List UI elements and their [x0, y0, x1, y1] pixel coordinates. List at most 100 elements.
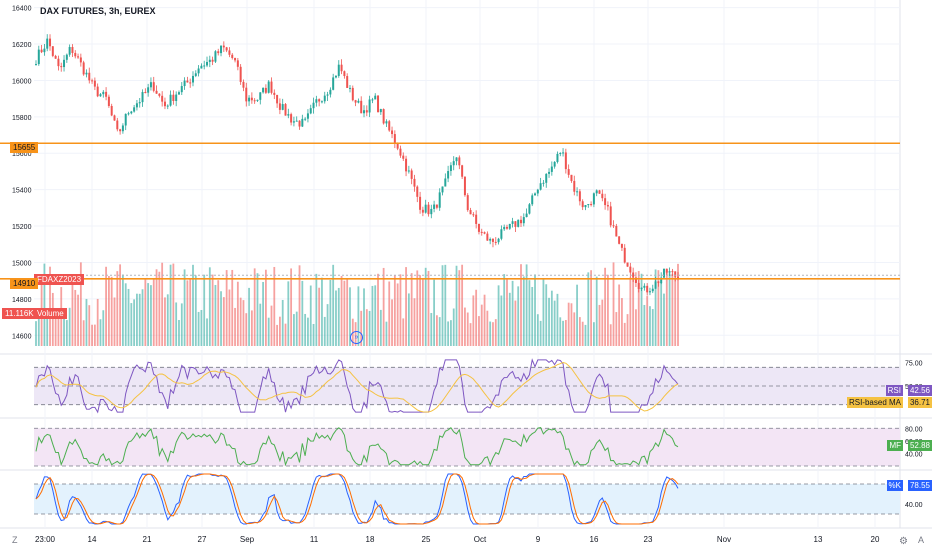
stoch-axis-label: 40.00	[905, 502, 923, 509]
candle-body	[141, 92, 144, 103]
candle-body	[295, 120, 298, 122]
volume-bar	[646, 296, 649, 346]
volume-bar	[497, 285, 500, 346]
candle-body	[320, 101, 323, 103]
volume-bar	[264, 269, 267, 346]
volume-bar	[211, 274, 214, 346]
volume-bar	[138, 293, 141, 346]
volume-bar	[660, 282, 663, 346]
candle-body	[256, 99, 259, 101]
candle-body	[245, 87, 248, 102]
volume-bar	[365, 309, 368, 346]
candle-body	[127, 113, 130, 115]
volume-bar	[458, 270, 461, 346]
volume-bar	[657, 270, 660, 346]
candle-body	[281, 104, 284, 110]
volume-bar	[309, 285, 312, 346]
candle-body	[455, 157, 458, 162]
volume-bar	[214, 284, 217, 346]
volume-bar	[71, 284, 74, 346]
volume-bar	[534, 274, 536, 346]
candle-body	[318, 99, 321, 102]
candle-body	[407, 170, 410, 172]
candle-body	[211, 59, 214, 62]
volume-bar	[539, 320, 542, 346]
volume-bar	[77, 294, 79, 346]
candle-body	[595, 190, 598, 194]
candle-body	[63, 59, 66, 68]
volume-bar	[43, 263, 46, 346]
candle-body	[200, 65, 203, 69]
candle-body	[497, 238, 500, 243]
volume-bar	[102, 310, 105, 346]
candle-body	[391, 130, 394, 135]
candle-body	[421, 209, 424, 213]
candle-body	[382, 109, 385, 124]
volume-bar	[152, 279, 155, 346]
candle-body	[590, 204, 593, 206]
replay-icon[interactable]: »	[350, 331, 363, 344]
volume-bar	[164, 297, 166, 346]
candle-body	[270, 81, 273, 93]
candle-body	[340, 64, 343, 72]
candle-body	[405, 158, 408, 172]
settings-gear-icon[interactable]: ⚙	[899, 536, 908, 547]
volume-bar	[396, 283, 399, 346]
candle-body	[587, 204, 590, 206]
candle-body	[239, 66, 242, 82]
volume-bar	[615, 312, 618, 346]
volume-bar	[508, 292, 511, 346]
candle-body	[144, 92, 147, 94]
candle-body	[88, 72, 91, 81]
volume-bar	[147, 283, 150, 346]
volume-bar	[500, 295, 503, 346]
volume-bar	[192, 264, 194, 346]
candle-body	[609, 206, 612, 226]
candle-body	[264, 87, 267, 93]
candle-body	[567, 169, 570, 175]
candle-body	[214, 51, 217, 62]
volume-bar	[590, 270, 592, 346]
volume-bar	[37, 310, 40, 346]
volume-bar	[49, 266, 51, 346]
candle-body	[315, 99, 318, 103]
candle-body	[491, 238, 494, 242]
volume-bar	[200, 309, 203, 346]
volume-bar	[472, 295, 475, 346]
volume-bar	[592, 322, 595, 346]
volume-bar	[435, 315, 438, 346]
x-tick-label: 21	[143, 535, 152, 544]
volume-bar	[542, 279, 545, 346]
candle-body	[206, 61, 209, 66]
candle-body	[550, 166, 553, 172]
volume-bar	[374, 285, 377, 346]
volume-bar	[346, 278, 349, 346]
mf-label: MF	[887, 440, 903, 451]
volume-bar	[113, 297, 116, 346]
x-tick-label: Nov	[717, 535, 731, 544]
volume-bar	[562, 320, 564, 346]
candle-body	[520, 219, 523, 224]
volume-bar	[133, 299, 136, 346]
volume-bar	[581, 321, 584, 346]
candle-body	[284, 104, 287, 116]
candle-body	[604, 198, 607, 206]
volume-bar	[203, 274, 206, 346]
volume-bar	[357, 286, 360, 346]
candle-body	[46, 38, 49, 49]
candle-body	[348, 87, 351, 89]
volume-bar	[88, 305, 91, 346]
candle-body	[427, 204, 430, 215]
candle-body	[385, 121, 388, 124]
volume-bar	[99, 319, 102, 346]
candle-body	[388, 121, 391, 131]
candle-body	[242, 81, 245, 88]
candle-body	[461, 165, 464, 177]
candle-body	[637, 282, 640, 290]
x-tick-label: 16	[590, 535, 599, 544]
candle-body	[447, 171, 450, 179]
volume-bar	[637, 270, 640, 346]
candle-body	[177, 92, 180, 95]
volume-bar	[180, 303, 183, 346]
x-tick-label: 27	[198, 535, 207, 544]
